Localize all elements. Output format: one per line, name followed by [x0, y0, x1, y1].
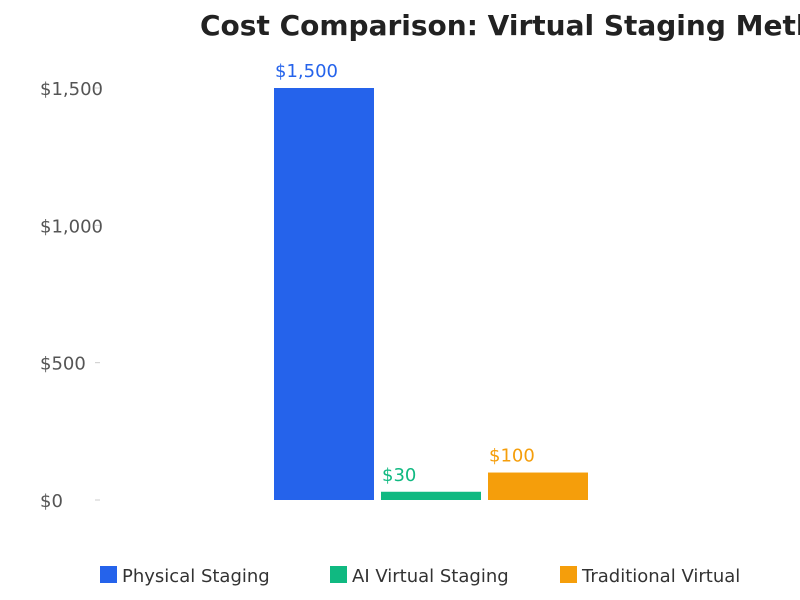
y-tick-label: $1,000 — [40, 216, 103, 237]
chart-title: Cost Comparison: Virtual Staging Meth — [200, 9, 800, 42]
legend-swatch — [560, 566, 577, 583]
bar-value-label: $1,500 — [275, 61, 338, 82]
y-tick-label: $500 — [40, 354, 86, 375]
legend-swatch — [330, 566, 347, 583]
bar — [488, 472, 588, 500]
y-tick-label: $0 — [40, 491, 63, 512]
bar-value-label: $100 — [489, 446, 535, 467]
legend-label: Traditional Virtual — [581, 566, 740, 587]
legend-label: Physical Staging — [122, 566, 270, 587]
bar — [274, 88, 374, 500]
bar-value-label: $30 — [382, 465, 416, 486]
legend-label: AI Virtual Staging — [352, 566, 509, 587]
bar — [381, 491, 481, 500]
y-tick-label: $1,500 — [40, 79, 103, 100]
legend-swatch — [100, 566, 117, 583]
